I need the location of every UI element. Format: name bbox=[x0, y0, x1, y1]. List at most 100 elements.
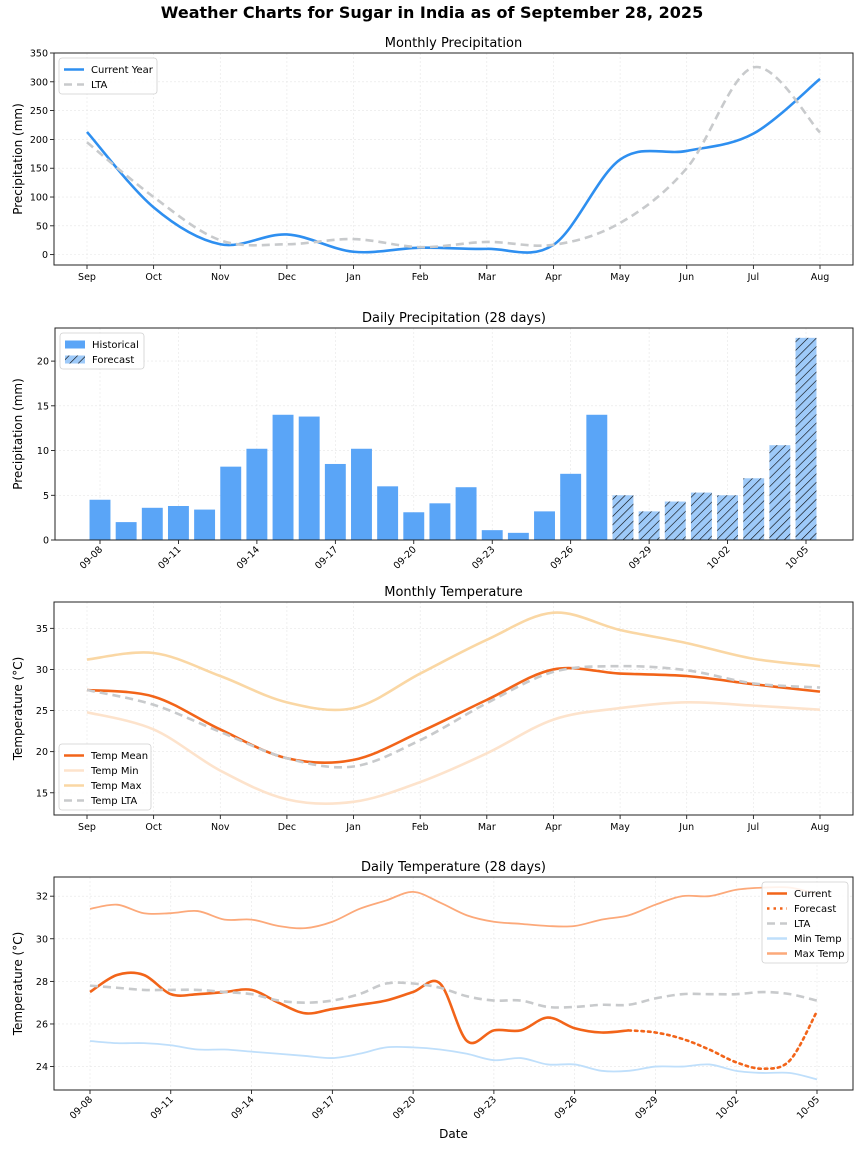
x-tick-label: Oct bbox=[145, 272, 162, 283]
legend-label-temp-max: Temp Max bbox=[90, 781, 142, 792]
x-tick-label: May bbox=[610, 822, 630, 833]
y-tick-label: 35 bbox=[36, 624, 48, 635]
bar-historical-09-16 bbox=[298, 416, 320, 540]
x-tick-label: 09-23 bbox=[472, 1094, 499, 1121]
legend-label-forecast: Forecast bbox=[92, 355, 134, 366]
legend-label-temp-lta: Temp LTA bbox=[90, 796, 137, 807]
y-tick-label: 200 bbox=[30, 135, 48, 146]
series-historical bbox=[89, 414, 608, 540]
x-tick-label: 09-29 bbox=[633, 1094, 660, 1121]
grid bbox=[54, 602, 853, 815]
chart-title: Monthly Temperature bbox=[384, 585, 523, 600]
x-tick-label: 09-20 bbox=[391, 1094, 418, 1121]
y-tick-label: 150 bbox=[30, 164, 48, 175]
bar-historical-09-20 bbox=[403, 512, 425, 540]
x-tick-label: 09-20 bbox=[392, 544, 419, 571]
bar-historical-09-09 bbox=[115, 522, 137, 540]
plot-frame bbox=[53, 52, 854, 266]
y-tick-label: 24 bbox=[36, 1062, 48, 1073]
legend-box bbox=[58, 743, 152, 811]
x-tick-label: 10-05 bbox=[784, 544, 811, 571]
legend-swatch bbox=[65, 340, 85, 349]
y-tick-label: 0 bbox=[42, 250, 48, 261]
bar-forecast-09-28 bbox=[612, 495, 634, 540]
x-tick-label: 09-17 bbox=[310, 1094, 337, 1121]
y-tick-label: 50 bbox=[36, 221, 48, 232]
plot-frame bbox=[54, 327, 854, 541]
y-axis-label: Precipitation (mm) bbox=[11, 103, 25, 215]
bar-forecast-10-05 bbox=[795, 337, 817, 540]
bar-forecast-10-01 bbox=[690, 492, 712, 540]
line-temp-min bbox=[86, 700, 821, 806]
x-tick-label: Sep bbox=[78, 822, 96, 833]
x-tick-label: 09-26 bbox=[548, 544, 575, 571]
monthly-precipitation-chart: Monthly Precipitation 0 50 100 150 200 250 300 3… bbox=[11, 36, 854, 283]
x-tick-label: Sep bbox=[78, 272, 96, 283]
bar-historical-09-11 bbox=[167, 506, 189, 540]
line-current-year bbox=[86, 77, 821, 254]
series-forecast bbox=[612, 337, 817, 540]
chart-title: Daily Precipitation (28 days) bbox=[362, 311, 546, 326]
legend-label-lta: LTA bbox=[91, 80, 108, 91]
line-temp-max bbox=[86, 611, 821, 712]
line-lta bbox=[86, 66, 821, 249]
y-tick-label: 32 bbox=[36, 892, 48, 903]
y-tick-label: 5 bbox=[43, 491, 49, 502]
x-tick-label: 09-17 bbox=[313, 544, 340, 571]
y-tick-label: 350 bbox=[30, 49, 48, 60]
grid bbox=[54, 52, 853, 265]
legend-label-max-temp: Max Temp bbox=[794, 949, 845, 960]
bar-forecast-10-04 bbox=[769, 445, 791, 540]
legend-label-forecast: Forecast bbox=[794, 904, 836, 915]
x-tick-label: 09-29 bbox=[627, 544, 654, 571]
x-tick-label: Feb bbox=[412, 822, 429, 833]
bar-historical-09-22 bbox=[455, 487, 477, 540]
bar-historical-09-14 bbox=[246, 448, 268, 540]
bar-historical-09-12 bbox=[194, 509, 216, 540]
x-tick-label: Nov bbox=[211, 272, 230, 283]
legend: Historical Forecast bbox=[59, 332, 145, 370]
legend: Current Forecast LTA Min Temp Max Temp bbox=[761, 881, 849, 964]
y-tick-label: 15 bbox=[37, 401, 49, 412]
bar-forecast-10-03 bbox=[743, 478, 765, 540]
x-tick-label: 09-23 bbox=[470, 544, 497, 571]
bar-historical-09-21 bbox=[429, 503, 451, 540]
x-tick-label: Jul bbox=[747, 272, 759, 283]
y-tick-label: 25 bbox=[36, 706, 48, 717]
x-tick-label: Aug bbox=[811, 272, 830, 283]
x-tick-label: 09-11 bbox=[149, 1094, 176, 1121]
daily-precipitation-chart: Daily Precipitation (28 days) 0 5 10 15 20 09-… bbox=[11, 311, 854, 572]
x-tick-label: 09-26 bbox=[552, 1094, 579, 1121]
x-tick-label: Dec bbox=[278, 272, 296, 283]
line-lta bbox=[89, 981, 818, 1009]
line-current bbox=[89, 971, 629, 1045]
y-axis-label: Temperature (°C) bbox=[11, 657, 25, 762]
x-tick-label: Jun bbox=[678, 822, 694, 833]
x-tick-label: Apr bbox=[545, 822, 562, 833]
daily-temperature-chart: Daily Temperature (28 days) 24 26 28 30 32 09-… bbox=[11, 860, 854, 1141]
y-tick-label: 100 bbox=[30, 193, 48, 204]
x-tick-label: 09-11 bbox=[156, 544, 183, 571]
chart-title: Monthly Precipitation bbox=[385, 36, 522, 51]
bar-forecast-09-29 bbox=[638, 511, 660, 540]
legend-label-temp-min: Temp Min bbox=[90, 766, 139, 777]
legend-swatch bbox=[65, 355, 85, 364]
y-tick-label: 26 bbox=[36, 1019, 48, 1030]
bar-historical-09-23 bbox=[481, 530, 503, 540]
line-min-temp bbox=[89, 1040, 818, 1081]
x-tick-label: May bbox=[610, 272, 630, 283]
plot-frame bbox=[53, 876, 854, 1091]
x-axis-label: Date bbox=[439, 1127, 468, 1141]
bar-historical-09-25 bbox=[534, 511, 555, 540]
legend-label-lta: LTA bbox=[794, 919, 811, 930]
legend-label-temp-mean: Temp Mean bbox=[90, 751, 148, 762]
y-tick-label: 15 bbox=[36, 788, 48, 799]
line-forecast bbox=[627, 1009, 819, 1071]
bar-forecast-10-02 bbox=[717, 495, 739, 540]
figure-title: Weather Charts for Sugar in India as of … bbox=[160, 3, 704, 22]
x-tick-label: Feb bbox=[412, 272, 429, 283]
monthly-temperature-chart: Monthly Temperature 15 20 25 30 35 Sep Oct Nov De… bbox=[11, 585, 854, 833]
y-tick-label: 10 bbox=[37, 446, 49, 457]
bar-historical-09-15 bbox=[272, 414, 294, 540]
x-tick-label: 09-14 bbox=[235, 544, 262, 571]
